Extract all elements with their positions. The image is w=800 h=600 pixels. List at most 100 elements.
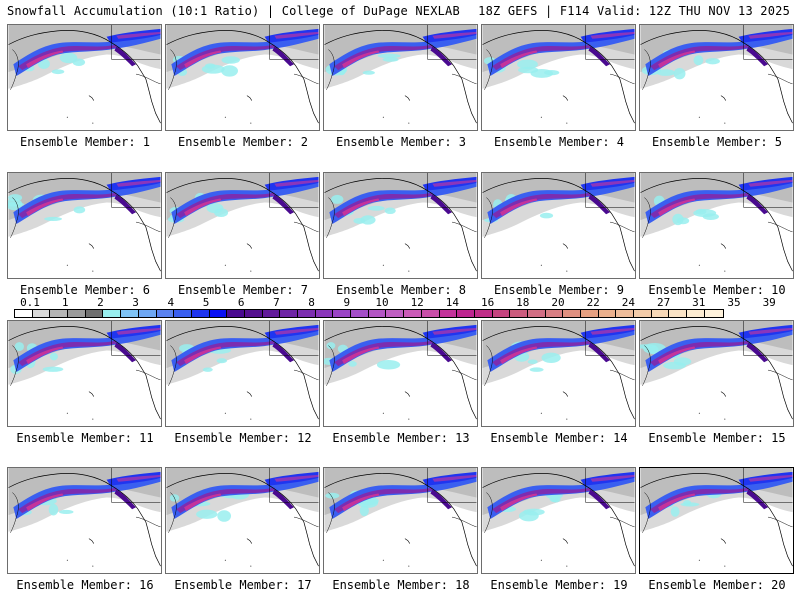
snow-light-patch [196,509,218,519]
colorbar-tick-label: 16 [480,296,495,309]
colorbar-cell [209,310,228,317]
snow-light-patch [541,352,561,363]
ensemble-member-map [639,467,794,574]
colorbar-cell [280,310,298,317]
ensemble-member-map [323,172,478,279]
colorbar-cell [227,310,245,317]
snow-light-patch [326,342,336,350]
snow-light-patch [656,69,675,76]
colorbar-tick-label: 20 [551,296,565,309]
ensemble-member-map [7,320,162,427]
snow-light-patch [640,344,657,349]
colorbar-labels: 0.1 1 2 3 4 5 6 7 8 9 10 12 14 16 18 20 22 24 27 31 35 39 [0,296,800,309]
colorbar-cell [634,310,652,317]
ensemble-member-map [323,24,478,131]
colorbar-tick-label: 12 [410,296,424,309]
ensemble-member-map [481,467,636,574]
snow-light-patch [360,215,376,225]
title-right: 18Z GEFS | F114 Valid: 12Z THU NOV 13 20… [478,4,790,18]
ensemble-member-map [165,320,320,427]
title-left: Snowfall Accumulation (10:1 Ratio) | Col… [7,4,460,18]
snow-light-patch [670,506,680,517]
colorbar-cell [457,310,475,317]
colorbar-cell [244,310,263,317]
snow-light-patch [377,53,401,59]
colorbar-cell [669,310,688,317]
snow-light-patch [221,56,240,64]
snow-light-patch [49,352,58,361]
ensemble-member-label: Ensemble Member: 10 [648,283,786,297]
ensemble-member-map [7,172,162,279]
ensemble-member-label: Ensemble Member: 19 [490,578,628,592]
snow-light-patch [221,65,238,77]
colorbar-cell [368,310,387,317]
colorbar-tick-label: 0.1 [20,296,40,309]
colorbar-tick-label: 10 [375,296,389,309]
colorbar-cell [439,310,458,317]
ensemble-member-label: Ensemble Member: 3 [335,135,467,149]
snow-light-patch [51,69,65,75]
snow-light-patch [384,207,396,215]
colorbar-tick-label: 8 [308,296,315,309]
colorbar-cell [333,310,352,317]
ensemble-member-label: Ensemble Member: 14 [490,431,628,445]
colorbar-cell [191,310,210,317]
colorbar-cell [50,310,69,317]
ensemble-member-label: Ensemble Member: 17 [174,578,312,592]
ensemble-member-map [323,467,478,574]
colorbar [14,309,724,318]
snow-light-patch [325,492,340,499]
colorbar-tick-label: 31 [692,296,706,309]
ensemble-member-label: Ensemble Member: 13 [332,431,470,445]
colorbar-cell [404,310,422,317]
colorbar-tick-label: 24 [621,296,636,309]
snow-light-patch [72,58,86,67]
snow-light-patch [37,58,50,69]
ensemble-member-map [7,467,162,574]
ensemble-member-label: Ensemble Member: 12 [174,431,312,445]
snow-light-patch [359,505,369,517]
snow-light-patch [59,52,78,64]
ensemble-member-label: Ensemble Member: 7 [177,283,309,297]
colorbar-tick-label: 18 [516,296,530,309]
ensemble-member-map [639,172,794,279]
colorbar-cell [510,310,528,317]
colorbar-tick-label: 3 [132,296,139,309]
colorbar-cell [103,310,122,317]
snow-light-patch [331,194,344,204]
snow-light-patch [529,367,544,372]
ensemble-member-label: Ensemble Member: 1 [19,135,151,149]
snow-light-patch [527,359,538,364]
ensemble-member-map [323,320,478,427]
colorbar-tick-label: 5 [202,296,210,309]
snow-light-patch [14,342,24,352]
snow-light-patch [673,67,686,80]
colorbar-tick-label: 2 [97,296,104,309]
snow-light-patch [705,58,720,65]
ensemble-member-map [639,24,794,131]
colorbar-tick-label: 14 [445,296,460,309]
snow-light-patch [58,509,74,515]
ensemble-member-map [639,320,794,427]
colorbar-cell [616,310,635,317]
colorbar-tick-label: 22 [586,296,600,309]
snow-light-patch [42,366,64,372]
colorbar-cell [174,310,192,317]
colorbar-cell [85,310,104,317]
colorbar-cell [651,310,670,317]
colorbar-tick-label: 6 [237,296,245,309]
colorbar-cell [527,310,546,317]
snow-light-patch [8,198,23,211]
ensemble-member-label: Ensemble Member: 2 [177,135,309,149]
ensemble-member-label: Ensemble Member: 4 [493,135,625,149]
colorbar-cell [474,310,493,317]
ensemble-member-label: Ensemble Member: 15 [648,431,786,445]
ensemble-member-map [7,24,162,131]
ensemble-member-label: Ensemble Member: 8 [335,283,467,297]
snow-light-patch [202,367,213,372]
snow-light-patch [676,217,690,225]
ensemble-member-map [481,24,636,131]
colorbar-cell [492,310,511,317]
colorbar-cell [121,310,139,317]
ensemble-member-label: Ensemble Member: 18 [332,578,470,592]
